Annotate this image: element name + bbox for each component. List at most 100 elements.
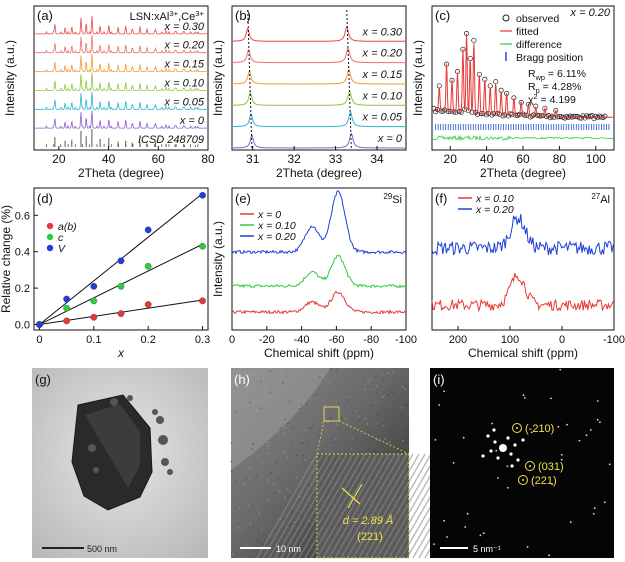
spot-label-2: (221) xyxy=(531,475,557,487)
texture-speck xyxy=(405,430,407,433)
plot-area-e xyxy=(231,187,407,331)
texture-speck xyxy=(345,417,347,420)
texture-speck xyxy=(282,382,284,384)
nucleus-label-f: 27Al xyxy=(591,192,610,206)
x-axis-b-ticklabel: 32 xyxy=(287,152,301,166)
diffraction-spot xyxy=(486,434,490,438)
texture-speck xyxy=(407,403,409,406)
texture-speck xyxy=(249,374,252,376)
peak-shift-guide xyxy=(346,9,352,149)
observed-point xyxy=(493,79,499,85)
nanoparticle-blob xyxy=(167,469,173,475)
texture-speck xyxy=(260,380,262,383)
texture-speck xyxy=(256,409,259,412)
texture-speck xyxy=(243,483,245,486)
texture-speck xyxy=(388,441,391,444)
lattice-fringe xyxy=(334,453,396,559)
series-line-0 xyxy=(431,272,614,313)
data-point-1 xyxy=(63,304,70,312)
x-axis-c-ticklabel: 100 xyxy=(586,152,606,166)
data-point-2 xyxy=(36,321,43,328)
chart-title-a-part: ,Ce xyxy=(178,11,195,23)
lattice-fringe xyxy=(310,453,372,559)
faint-spot xyxy=(559,368,562,371)
spot-label-0: (-210) xyxy=(525,423,554,435)
texture-speck xyxy=(375,376,377,379)
panel-e: x = 0x = 0.10x = 0.20 0 -20 -40 -60 -80 -100 Ch… xyxy=(211,187,417,360)
data-point-2 xyxy=(199,191,206,199)
fit-stat-1: Rp = 4.28% xyxy=(528,81,581,95)
faint-spot xyxy=(593,507,596,510)
x-axis-e-ticklabel: 0 xyxy=(229,334,235,346)
nanoparticle-blob xyxy=(127,395,133,401)
texture-speck xyxy=(382,379,385,381)
texture-speck xyxy=(313,514,316,517)
chart-title-a: LSN:xAl3+,Ce3+ xyxy=(130,9,205,23)
texture-speck xyxy=(309,397,312,399)
texture-speck xyxy=(298,406,301,409)
texture-speck xyxy=(357,419,360,421)
series-line-3 xyxy=(232,90,406,106)
faint-spot xyxy=(557,425,560,428)
nucleus-mass: 27 xyxy=(591,192,600,201)
legend-label-1: x = 0.10 xyxy=(257,220,296,232)
texture-speck xyxy=(387,372,390,374)
observed-point xyxy=(587,113,593,119)
texture-speck xyxy=(299,498,302,501)
texture-speck xyxy=(268,452,270,455)
d-spacing-label: d = 2.89 Å xyxy=(343,514,393,527)
legend-label-0: x = 0.10 xyxy=(475,193,514,205)
texture-speck xyxy=(233,406,235,409)
fit-stat-1-part: p xyxy=(536,86,540,95)
series-label-1: x = 0.20 xyxy=(362,48,403,60)
observed-point xyxy=(516,111,522,117)
observed-point xyxy=(531,112,537,118)
data-point-1 xyxy=(144,262,152,270)
texture-speck xyxy=(303,461,306,463)
faint-spot xyxy=(491,422,494,425)
texture-speck xyxy=(321,422,323,424)
texture-speck xyxy=(367,381,369,384)
texture-speck xyxy=(233,391,236,394)
faint-spot xyxy=(526,546,529,548)
texture-speck xyxy=(324,404,327,406)
data-point-1 xyxy=(199,242,206,250)
nucleus-label-e: 29Si xyxy=(383,192,402,206)
x-axis-b-ticklabel: 31 xyxy=(246,152,260,166)
observed-point xyxy=(602,113,608,119)
x-axis-c-ticklabel: 20 xyxy=(444,152,458,166)
texture-speck xyxy=(286,456,289,459)
legend-marker-0 xyxy=(46,222,54,230)
texture-speck xyxy=(375,452,378,454)
texture-speck xyxy=(260,528,263,530)
diffraction-spot xyxy=(489,449,493,453)
panel-f: x = 0.10x = 0.20 200 100 0 -100 Chemical shif… xyxy=(431,187,625,360)
texture-speck xyxy=(246,410,248,412)
lattice-fringe xyxy=(298,453,360,559)
texture-speck xyxy=(315,393,318,396)
legend-marker-2 xyxy=(46,244,54,252)
texture-speck xyxy=(271,368,273,370)
faint-spot xyxy=(578,439,581,442)
series-label-3: x = 0.10 xyxy=(362,90,403,102)
texture-speck xyxy=(334,438,337,441)
y-axis-label-b: Intensity (a.u.) xyxy=(211,40,225,116)
faint-spot xyxy=(434,439,437,441)
faint-spot xyxy=(550,397,552,400)
texture-speck xyxy=(269,391,271,394)
faint-spot xyxy=(506,486,509,489)
texture-speck xyxy=(267,499,270,502)
x-axis-a-ticklabel: 40 xyxy=(102,152,116,166)
texture-speck xyxy=(287,422,289,425)
texture-speck xyxy=(386,394,389,396)
series-line-1 xyxy=(232,47,406,64)
texture-speck xyxy=(400,413,403,416)
texture-speck xyxy=(238,506,241,509)
spot-label-1: (031) xyxy=(538,461,564,473)
chart-title-a-part: 3+ xyxy=(195,9,204,18)
texture-speck xyxy=(295,476,298,479)
texture-speck xyxy=(381,396,384,398)
x-axis-c-ticklabel: 60 xyxy=(516,152,530,166)
lattice-fringe xyxy=(364,453,426,559)
